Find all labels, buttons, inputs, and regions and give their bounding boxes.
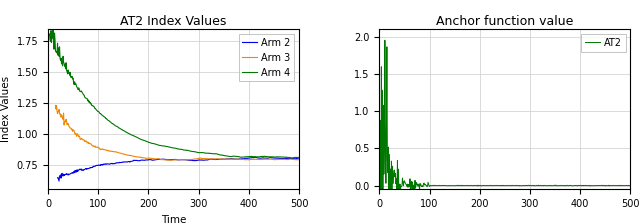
Line: AT2: AT2 <box>380 40 630 224</box>
Title: Anchor function value: Anchor function value <box>436 15 573 28</box>
Arm 3 <box>164 159 172 161</box>
AT2 <box>376 163 384 166</box>
Arm 3 <box>295 158 303 161</box>
AT2 <box>621 184 629 187</box>
Arm 4 <box>289 156 297 159</box>
Arm 4 <box>295 156 303 159</box>
Y-axis label: Index Values: Index Values <box>1 76 11 142</box>
Arm 2 <box>165 158 173 161</box>
Arm 3 <box>165 159 173 162</box>
Arm 4 <box>165 146 173 149</box>
Arm 3 <box>194 157 202 160</box>
Arm 2 <box>180 158 188 161</box>
Arm 2 <box>295 157 303 159</box>
AT2 <box>582 184 590 187</box>
Arm 3 <box>180 158 188 161</box>
Line: Arm 3: Arm 3 <box>56 106 299 160</box>
Legend: AT2: AT2 <box>581 34 625 52</box>
Arm 2 <box>250 156 258 159</box>
Arm 2 <box>194 159 202 162</box>
Arm 4 <box>164 145 172 148</box>
Arm 4 <box>250 155 258 158</box>
Line: Arm 4: Arm 4 <box>49 27 299 158</box>
AT2 <box>627 184 634 187</box>
AT2 <box>497 184 505 187</box>
X-axis label: Time: Time <box>161 215 186 224</box>
Line: Arm 2: Arm 2 <box>58 157 299 181</box>
Arm 2 <box>289 157 297 160</box>
Arm 3 <box>250 158 258 161</box>
AT2 <box>381 39 388 42</box>
Legend: Arm 2, Arm 3, Arm 4: Arm 2, Arm 3, Arm 4 <box>239 34 294 82</box>
Arm 4 <box>194 151 202 154</box>
AT2 <box>526 184 534 187</box>
Arm 3 <box>289 158 297 161</box>
Arm 2 <box>164 158 172 161</box>
AT2 <box>513 184 520 187</box>
Arm 4 <box>180 149 188 151</box>
Title: AT2 Index Values: AT2 Index Values <box>120 15 227 28</box>
AT2 <box>496 184 504 187</box>
